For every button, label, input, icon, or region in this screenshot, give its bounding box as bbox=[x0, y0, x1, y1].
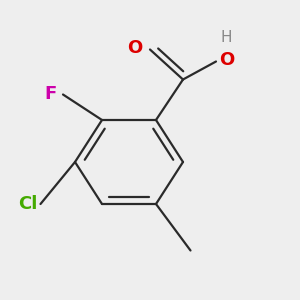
Text: H: H bbox=[221, 30, 232, 45]
Text: Cl: Cl bbox=[18, 195, 38, 213]
Text: O: O bbox=[219, 51, 234, 69]
Text: O: O bbox=[127, 39, 142, 57]
Text: F: F bbox=[45, 85, 57, 103]
